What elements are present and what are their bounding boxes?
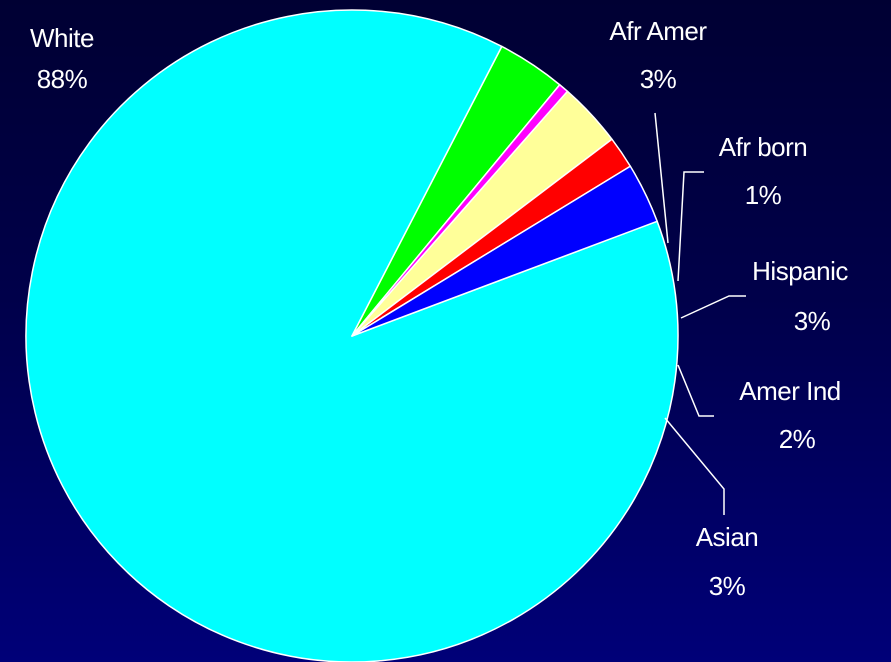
- pie-slice-asian: [351, 165, 658, 337]
- pie-slices: [25, 9, 679, 662]
- slice-name-label: Afr born: [719, 132, 808, 162]
- leader-line-afr-born: [677, 171, 704, 282]
- slice-percent-label: 2%: [779, 424, 816, 454]
- slice-labels: White 88% Afr Amer 3% Afr born 1% Hispanic 3% Am…: [30, 16, 849, 601]
- slice-percent-label: 1%: [745, 180, 782, 210]
- slice-percent-label: 88%: [37, 64, 88, 94]
- leader-line-amer-ind: [677, 364, 714, 417]
- slice-name-label: Asian: [696, 522, 759, 552]
- leader-line-asian: [664, 417, 725, 515]
- slice-name-label: White: [30, 23, 94, 53]
- leader-lines: [654, 112, 746, 515]
- leader-line-afr-amer: [654, 112, 669, 244]
- leader-line-hispanic: [680, 295, 746, 319]
- slice-name-label: Hispanic: [752, 256, 848, 286]
- slice-percent-label: 3%: [794, 306, 831, 336]
- slice-percent-label: 3%: [640, 64, 677, 94]
- slice-percent-label: 3%: [709, 571, 746, 601]
- slice-name-label: Afr Amer: [609, 16, 707, 46]
- slice-name-label: Amer Ind: [739, 376, 841, 406]
